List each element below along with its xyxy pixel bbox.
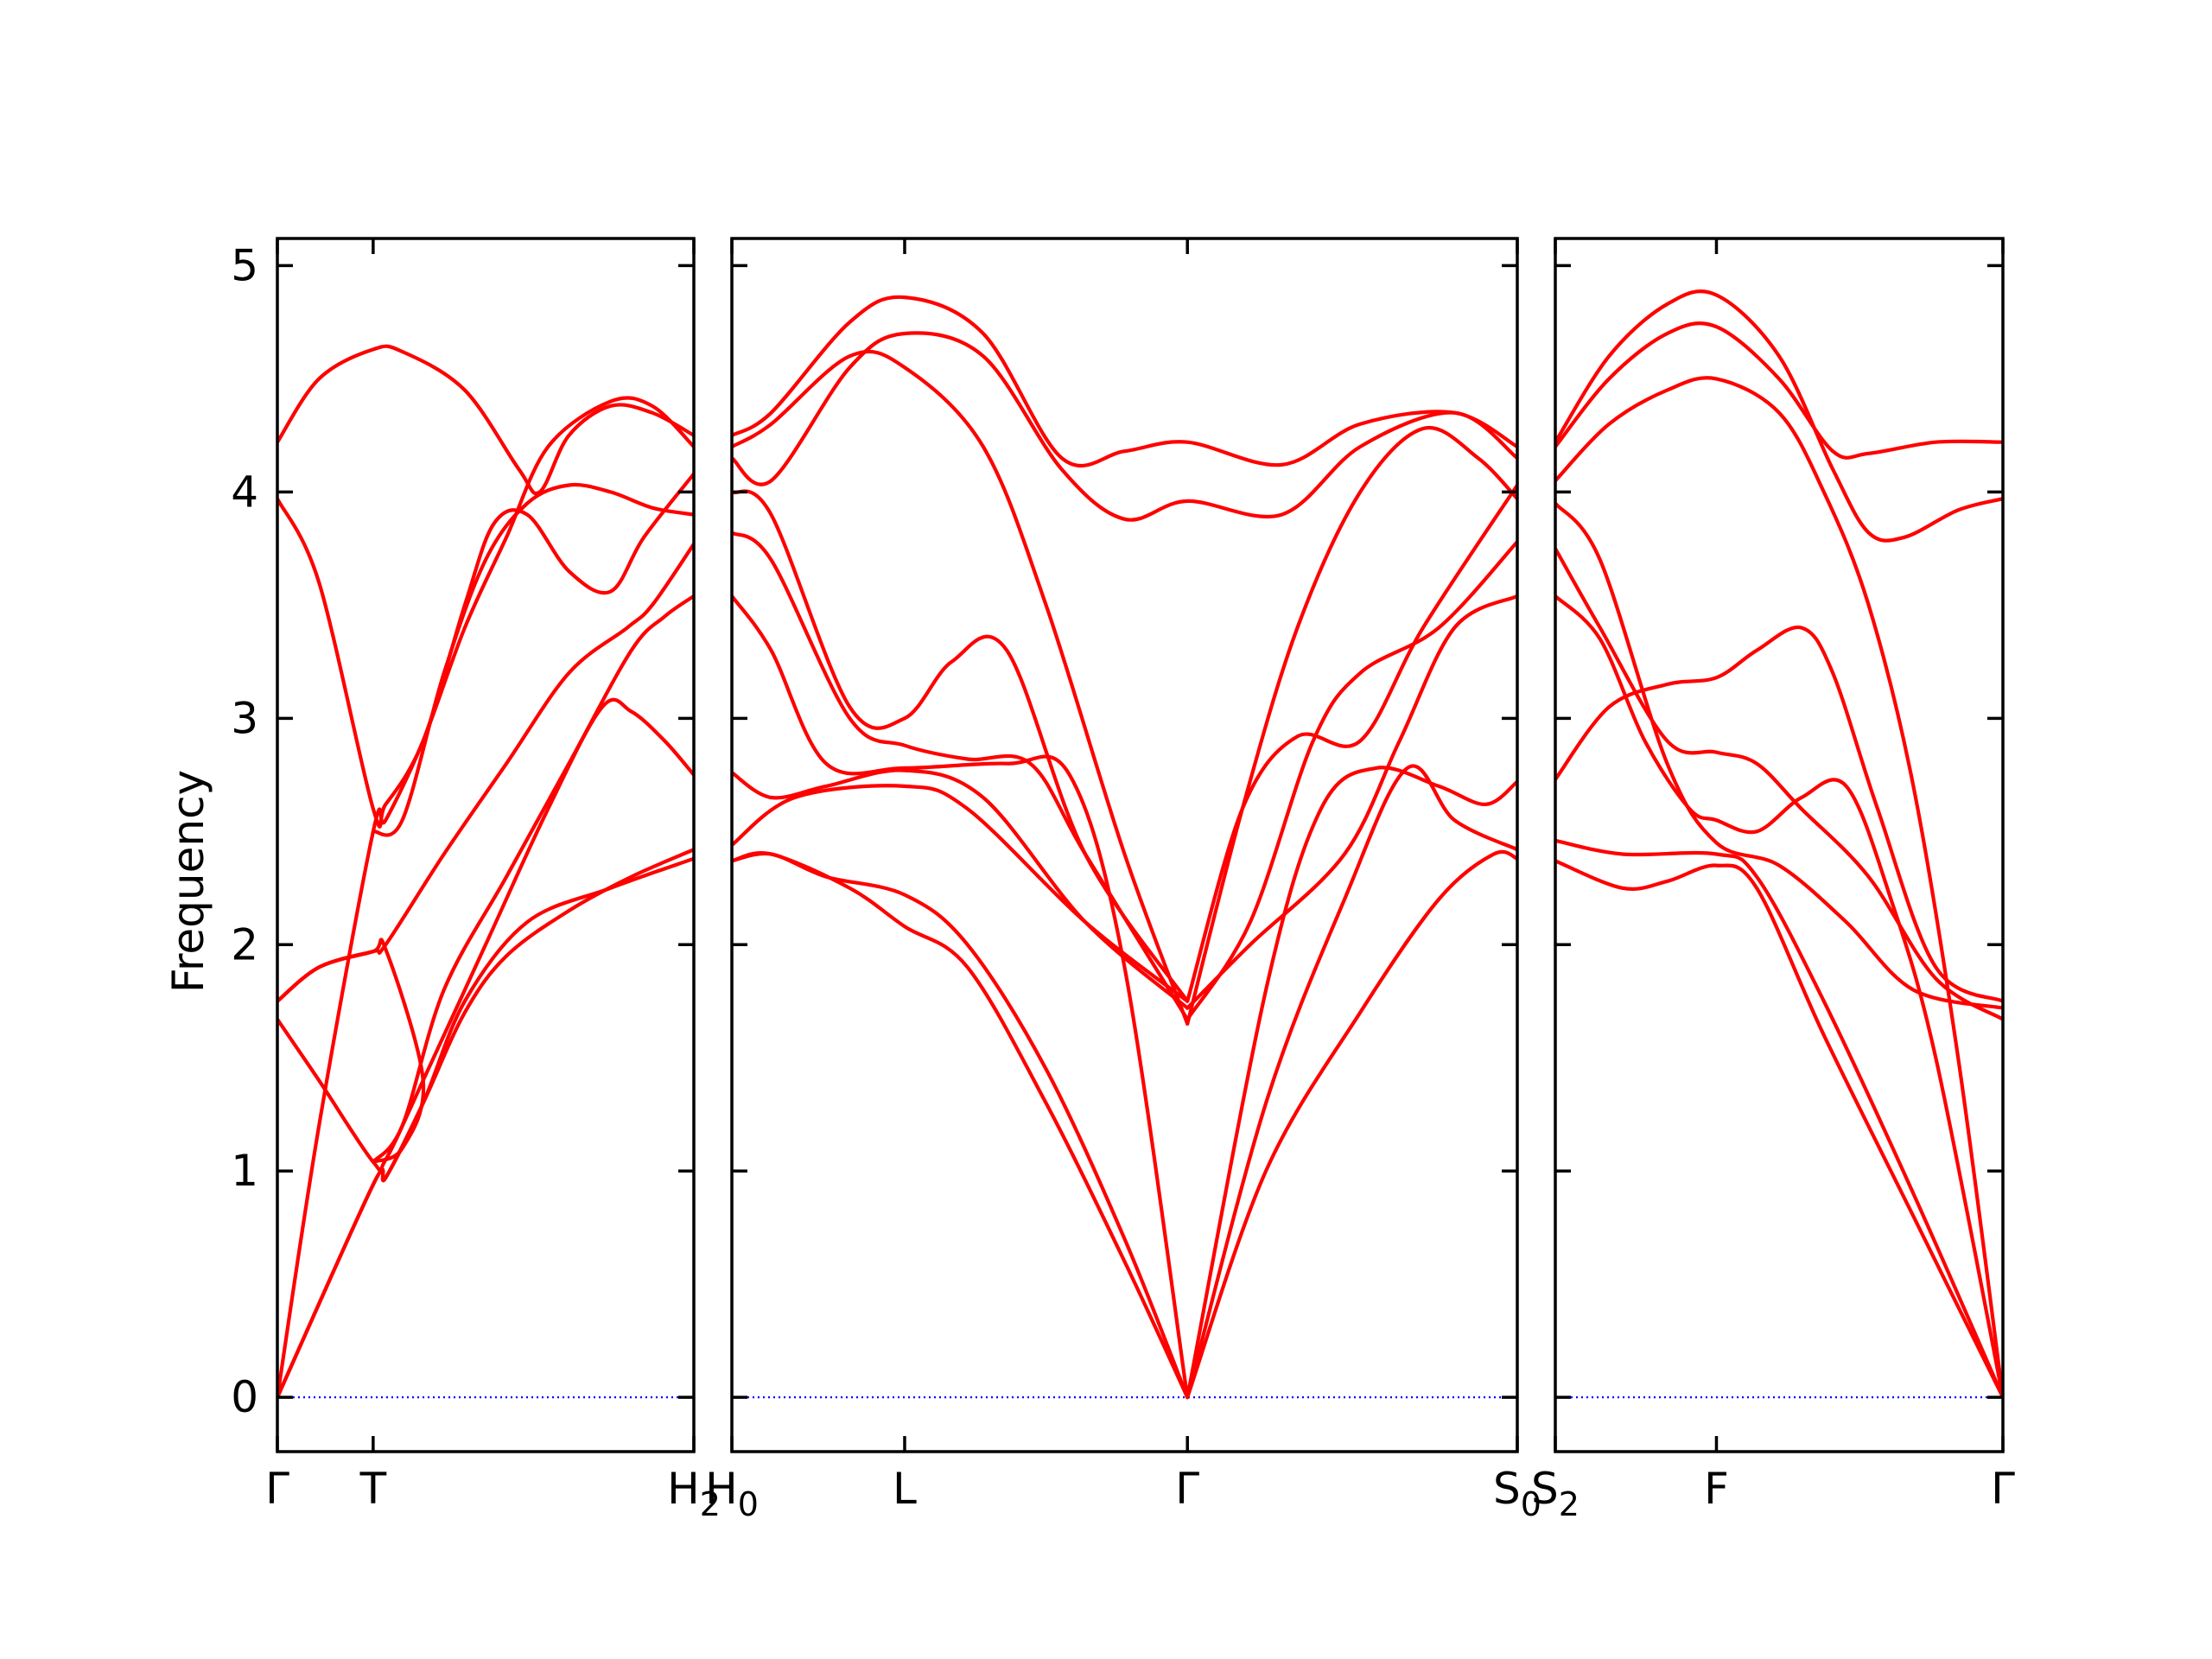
panel-frame [1554, 237, 2005, 1453]
x-tick-label: Γ [1175, 1464, 1199, 1514]
band-2-15 [1185, 539, 1517, 1021]
band-3-7 [1555, 376, 2003, 1400]
band-3-4 [1555, 594, 2003, 1400]
panel-frame [276, 237, 696, 1453]
band-1-8 [277, 472, 694, 829]
band-1-9 [371, 482, 694, 837]
band-1-2 [277, 856, 694, 1400]
x-tick-label: Γ [265, 1464, 289, 1514]
band-2-10 [732, 295, 1517, 468]
x-tick-label: Γ [1991, 1464, 2015, 1514]
x-tick-label: F [1704, 1464, 1729, 1514]
panel-3: S2 F Γ [1531, 237, 2015, 1523]
band-1-3 [277, 697, 694, 1173]
band-1-10 [277, 344, 694, 496]
band-1-7 [277, 396, 694, 1400]
band-3-9 [1555, 289, 2003, 543]
band-3-6 [1555, 501, 2003, 1010]
band-1-1 [277, 848, 694, 1400]
band-1-6 [277, 542, 694, 1003]
y-tick-label: 1 [231, 1146, 258, 1196]
bands [732, 295, 1517, 1400]
band-2-11 [1185, 766, 1517, 1400]
y-tick-label: 4 [231, 467, 258, 517]
panel-2: H0 L Γ S0 [705, 237, 1541, 1523]
bands [277, 344, 694, 1400]
band-3-2 [1555, 838, 2003, 1400]
y-tick-label: 2 [231, 919, 258, 969]
y-axis-label: Frequency [163, 770, 213, 993]
y-tick-label: 0 [231, 1372, 258, 1422]
band-2-5 [732, 594, 1190, 1400]
x-tick-label: L [893, 1464, 917, 1514]
x-tick-label: T [359, 1464, 387, 1514]
band-2-13 [1185, 849, 1517, 1400]
band-2-2 [732, 851, 1190, 1400]
panel-frame [730, 237, 1519, 1453]
band-2-17 [1185, 425, 1517, 1026]
band-3-1 [1555, 859, 2003, 1400]
band-3-8 [1555, 321, 2003, 460]
band-2-7 [732, 489, 1190, 1003]
band-3-5 [1555, 546, 2003, 1021]
bands [1555, 289, 2003, 1400]
band-1-5 [371, 594, 694, 1164]
y-tick-label: 5 [231, 240, 258, 290]
band-2-4 [732, 768, 1190, 1010]
band-2-9 [732, 331, 1517, 522]
band-2-14 [1185, 594, 1517, 1010]
x-tick-label: S2 [1531, 1464, 1580, 1523]
y-tick-label: 3 [231, 693, 258, 743]
x-tick-label: H0 [705, 1464, 759, 1523]
band-2-3 [732, 784, 1190, 1003]
band-2-12 [1185, 764, 1517, 1400]
band-2-16 [1185, 483, 1517, 1003]
band-2-8 [732, 349, 1190, 1026]
